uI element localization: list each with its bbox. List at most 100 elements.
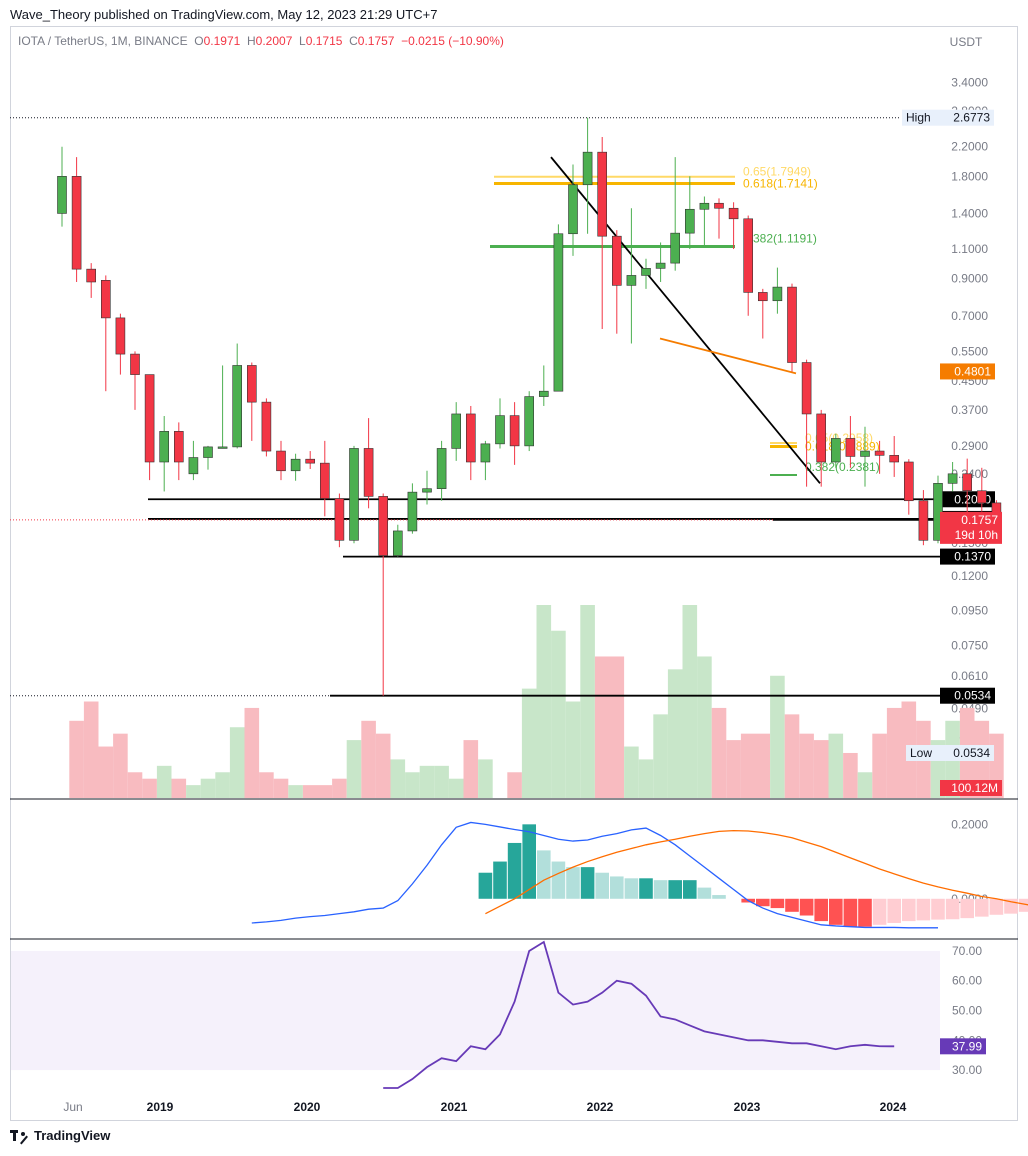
rsi-line: [383, 940, 895, 1089]
symbol-name[interactable]: IOTA / TetherUS, 1M, BINANCE: [18, 34, 188, 48]
candle-body: [903, 461, 914, 502]
volume-bar: [98, 746, 114, 798]
close-label: C: [349, 34, 358, 48]
volume-bar: [215, 772, 230, 798]
candle-body: [830, 438, 841, 463]
macd-histogram-bar: [931, 898, 945, 920]
footer-brand[interactable]: TradingView: [10, 1128, 110, 1144]
price-axis-tick: 1.4000: [951, 206, 988, 220]
candle-body: [568, 184, 578, 235]
current-price-label: 0.1757: [961, 513, 998, 527]
candle-body: [597, 151, 608, 237]
volume-bar: [463, 740, 479, 798]
volume-bar: [273, 778, 289, 798]
volume-bar: [740, 733, 756, 798]
candle-body: [860, 450, 870, 457]
macd-histogram-bar: [639, 878, 653, 899]
macd-histogram-bar: [902, 898, 916, 922]
macd-histogram-bar: [858, 898, 872, 927]
candle-body: [495, 415, 505, 445]
volume-bar: [332, 778, 347, 798]
level-label: 0.0534: [954, 689, 991, 703]
volume-bar: [478, 759, 493, 798]
volume-bar: [857, 772, 873, 798]
volume-bar: [186, 785, 201, 798]
price-axis-tick: 0.3700: [951, 403, 988, 417]
low-label: L: [299, 34, 306, 48]
time-axis-tick: 2019: [147, 1100, 174, 1114]
candle-body: [144, 374, 155, 463]
candle-body: [684, 208, 695, 234]
volume-bar: [711, 707, 727, 798]
macd-histogram-bar: [756, 898, 770, 907]
price-axis-tick: 1.1000: [951, 242, 988, 256]
open-label: O: [194, 34, 204, 48]
current-price-label-bg: [940, 511, 1002, 544]
volume-bar: [813, 740, 829, 798]
volume-bar: [171, 778, 187, 798]
volume-bar: [726, 740, 741, 798]
candle-body: [509, 415, 520, 447]
fib-upper-382-label: 0.382(1.1191): [743, 231, 817, 245]
candle-body: [611, 235, 622, 286]
volume-bar: [346, 740, 362, 798]
volume-bar: [113, 733, 128, 798]
volume-bar: [419, 765, 435, 798]
candle-body: [933, 483, 943, 541]
price-axis-tick: 0.5500: [951, 344, 988, 358]
candle-body: [319, 462, 330, 499]
candle-body: [714, 202, 724, 209]
price-axis-tick: 0.9000: [951, 272, 988, 286]
price-axis-tick: 1.8000: [951, 169, 988, 183]
volume-bar: [536, 605, 552, 798]
volume-label-bg: [940, 780, 1002, 796]
macd-histogram-bar: [478, 872, 493, 899]
macd-histogram-bar: [683, 880, 697, 899]
macd-histogram-bar: [945, 898, 960, 920]
price-axis-tick: 3.4000: [951, 75, 988, 89]
macd-histogram-bar: [551, 861, 566, 899]
volume-bar: [375, 733, 391, 798]
macd-histogram-bar: [668, 880, 682, 899]
volume-bar: [653, 714, 668, 798]
high-value: 0.2007: [255, 34, 293, 48]
volume-bar: [755, 733, 771, 798]
macd-histogram-bar: [653, 880, 668, 899]
volume-bar: [200, 778, 216, 798]
volume-bar: [156, 765, 172, 798]
macd-histogram-bar: [493, 861, 507, 899]
candle-body: [378, 496, 389, 556]
volume-bar: [667, 669, 683, 798]
trendline-price-label-bg: [940, 363, 995, 380]
rsi-value-label-bg: [940, 1038, 986, 1055]
volume-bar: [594, 656, 610, 798]
volume-bar: [521, 688, 537, 798]
candle-body: [947, 473, 958, 484]
price-axis-tick: 0.0610: [951, 669, 988, 683]
time-axis-tick: 2021: [441, 1100, 468, 1114]
rsi-value-label: 37.99: [952, 1039, 982, 1053]
volume-bar: [405, 772, 420, 798]
countdown-label: 19d 10h: [955, 528, 998, 542]
candle-body: [57, 176, 67, 214]
fib-lower-382-label: 0.382(0.2381): [805, 460, 880, 474]
volume-bar: [697, 656, 712, 798]
rsi-axis-tick: 60.00: [952, 974, 982, 988]
macd-histogram-bar: [916, 898, 931, 921]
volume-bar: [580, 605, 595, 798]
candle-body: [174, 431, 184, 463]
price-axis-tick: 0.2900: [951, 439, 988, 453]
price-axis-tick: 0.1200: [951, 569, 988, 583]
volume-bar: [872, 733, 887, 798]
candle-body: [816, 413, 827, 463]
candle-body: [101, 280, 111, 319]
macd-histogram-bar: [595, 872, 609, 899]
candle-body: [874, 450, 885, 456]
candle-body: [801, 362, 812, 415]
candle-body: [451, 413, 462, 449]
macd-axis-tick: 0.2000: [951, 817, 988, 831]
low-label: Low: [910, 746, 932, 760]
candle-body: [290, 458, 301, 472]
macd-histogram-bar: [566, 867, 580, 899]
